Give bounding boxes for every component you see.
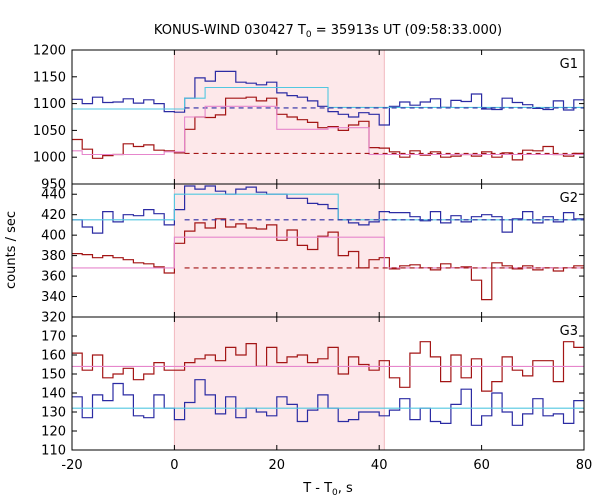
series-obs-bright — [72, 185, 584, 234]
panel-frame — [71, 316, 585, 451]
x-tick-label: -20 — [61, 458, 82, 473]
series-model-soft — [72, 236, 584, 269]
x-tick-label: 40 — [371, 458, 388, 473]
x-tick-label: 0 — [170, 458, 178, 473]
series-model-bright — [72, 193, 584, 221]
y-tick-label: 1200 — [33, 44, 66, 59]
highlight-region — [174, 184, 385, 317]
y-tick-label: 320 — [41, 311, 66, 326]
y-tick-label: 340 — [41, 290, 66, 305]
series-obs-bright — [72, 379, 584, 426]
y-tick-label: 140 — [41, 387, 66, 402]
y-tick-label: 120 — [41, 425, 66, 440]
panel-g3: 110 120 130 140 150 160 170 -20 0 20 40 60 80 G3 — [41, 316, 593, 473]
panel-g1: 950 1000 1050 1100 1150 1200 G1 — [33, 44, 585, 193]
series-obs-soft — [72, 218, 584, 301]
y-tick-label: 400 — [41, 229, 66, 244]
y-tick-label: 440 — [41, 188, 66, 203]
y-tick-label: 150 — [41, 368, 66, 383]
y-tick-label: 130 — [41, 406, 66, 421]
y-tick-label: 380 — [41, 249, 66, 264]
y-tick-label: 950 — [41, 178, 66, 193]
chart-title: KONUS-WIND 030427 T0 = 35913s UT (09:58:… — [154, 23, 502, 40]
x-tick-label: 20 — [269, 458, 286, 473]
y-tick-label: 160 — [41, 349, 66, 364]
y-tick-label: 420 — [41, 208, 66, 223]
series-obs-bright — [72, 70, 584, 126]
highlight-region — [174, 317, 385, 450]
panel-label: G3 — [560, 324, 578, 339]
series-model-bright — [72, 86, 584, 110]
panel-label: G1 — [560, 57, 578, 72]
panel-g2: 320 340 360 380 400 420 440 G2 — [41, 183, 585, 326]
plot-layer: 95010001050110011501200G1320340360380400… — [33, 44, 592, 474]
series-obs-soft — [72, 96, 584, 161]
y-tick-label: 170 — [41, 330, 66, 345]
y-tick-label: 1050 — [33, 124, 66, 139]
y-tick-label: 1150 — [33, 70, 66, 85]
x-axis-label: T - T0, s — [302, 481, 353, 498]
panel-label: G2 — [560, 191, 578, 206]
y-axis-label: counts / sec — [4, 211, 19, 289]
series-obs-soft — [72, 341, 584, 392]
y-tick-label: 110 — [41, 444, 66, 459]
series-model-soft — [72, 105, 584, 156]
x-tick-label: 80 — [576, 458, 593, 473]
x-tick-label: 60 — [473, 458, 490, 473]
y-tick-label: 1100 — [33, 97, 66, 112]
y-tick-label: 1000 — [33, 151, 66, 166]
y-tick-label: 360 — [41, 270, 66, 285]
